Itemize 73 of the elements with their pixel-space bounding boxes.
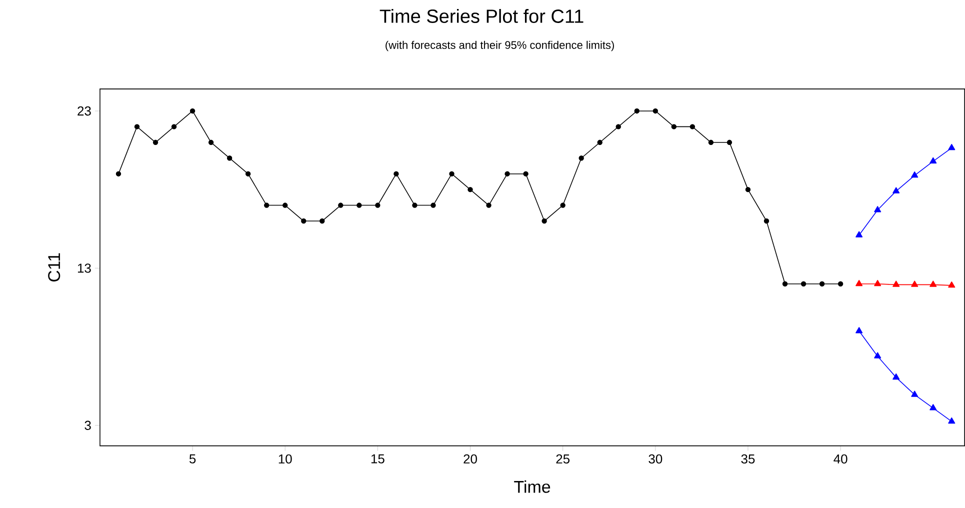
point bbox=[892, 187, 900, 194]
x-tick-label: 35 bbox=[741, 454, 755, 464]
point bbox=[320, 218, 325, 224]
point bbox=[948, 282, 956, 288]
point bbox=[800, 281, 806, 287]
point bbox=[856, 280, 863, 286]
point bbox=[597, 140, 602, 146]
point bbox=[301, 218, 306, 224]
x-tick-label: 20 bbox=[464, 454, 477, 464]
y-tick-label: 13 bbox=[78, 264, 91, 273]
point bbox=[782, 281, 788, 287]
point bbox=[764, 218, 770, 224]
x-tick-label: 10 bbox=[278, 454, 292, 464]
point bbox=[690, 124, 696, 130]
point bbox=[356, 202, 362, 208]
point bbox=[819, 281, 825, 287]
chart-title: Time Series Plot for C11 bbox=[380, 9, 584, 24]
point bbox=[874, 280, 882, 286]
y-tick-label: 3 bbox=[84, 420, 91, 430]
point bbox=[412, 202, 418, 208]
point bbox=[948, 144, 956, 150]
x-tick-label: 40 bbox=[834, 454, 848, 464]
point bbox=[578, 156, 584, 161]
point bbox=[523, 171, 528, 177]
point bbox=[375, 202, 380, 208]
point bbox=[338, 202, 344, 208]
point bbox=[892, 374, 900, 380]
x-tick-label: 25 bbox=[556, 454, 570, 464]
point bbox=[504, 171, 510, 177]
point bbox=[152, 140, 158, 146]
x-axis-title: Time bbox=[514, 480, 550, 493]
point bbox=[911, 172, 918, 178]
y-tick-label: 23 bbox=[78, 106, 91, 116]
x-tick-label: 15 bbox=[371, 454, 384, 464]
point bbox=[190, 108, 196, 114]
point bbox=[245, 171, 251, 177]
point bbox=[671, 124, 677, 130]
x-tick-label: 5 bbox=[189, 454, 196, 464]
y-axis-title: C11 bbox=[48, 253, 60, 282]
point bbox=[394, 171, 399, 177]
point bbox=[449, 171, 454, 177]
point bbox=[208, 140, 214, 146]
point bbox=[171, 124, 177, 130]
point bbox=[708, 140, 714, 146]
point bbox=[874, 206, 882, 212]
point bbox=[134, 124, 140, 130]
point bbox=[542, 218, 547, 224]
point bbox=[856, 327, 863, 334]
point bbox=[911, 280, 918, 287]
point bbox=[430, 202, 436, 208]
x-tick-label: 30 bbox=[648, 454, 662, 464]
point bbox=[116, 171, 122, 177]
point bbox=[745, 187, 751, 192]
point bbox=[652, 108, 658, 114]
point bbox=[634, 108, 640, 114]
point bbox=[930, 157, 937, 164]
chart-subtitle: (with forecasts and their 95% confidence limits) bbox=[386, 40, 614, 52]
point bbox=[468, 187, 473, 192]
point bbox=[874, 352, 882, 359]
point bbox=[838, 281, 844, 287]
point bbox=[911, 390, 918, 398]
point bbox=[726, 140, 732, 146]
point bbox=[930, 280, 937, 287]
point bbox=[560, 202, 566, 208]
point bbox=[892, 280, 900, 287]
point bbox=[264, 202, 270, 208]
point bbox=[930, 404, 937, 410]
point bbox=[616, 124, 621, 130]
point bbox=[226, 156, 232, 161]
point bbox=[948, 418, 956, 424]
point bbox=[856, 231, 863, 238]
point bbox=[486, 202, 492, 208]
point bbox=[282, 202, 288, 208]
